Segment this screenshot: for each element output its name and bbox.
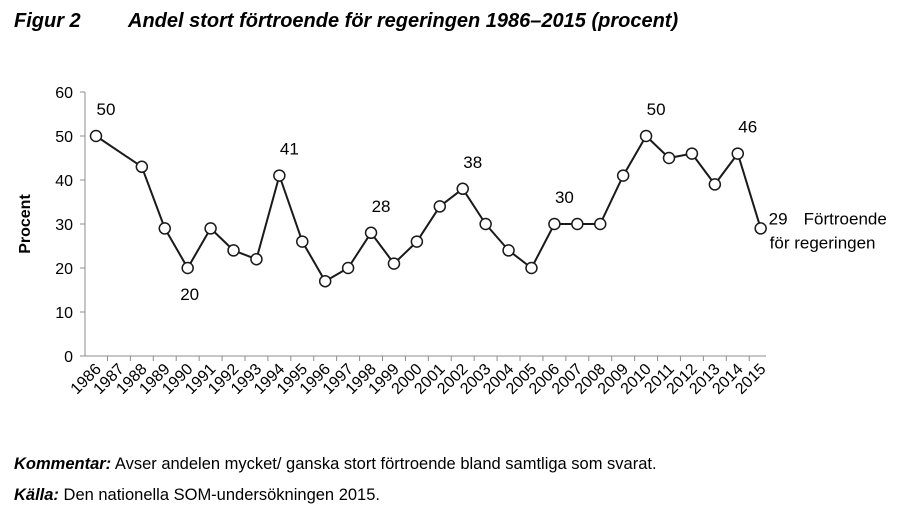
y-tick-label: 30 bbox=[55, 217, 73, 234]
data-point bbox=[318, 274, 332, 288]
data-label: 41 bbox=[280, 140, 299, 159]
data-point bbox=[158, 222, 172, 235]
series-line bbox=[95, 135, 762, 283]
data-point bbox=[479, 217, 492, 231]
data-label-group: 50 20 41 28 38 30 50 46 29 bbox=[97, 100, 788, 304]
data-point bbox=[548, 217, 561, 231]
data-point bbox=[708, 178, 722, 191]
data-label: 50 bbox=[97, 100, 116, 119]
series-name-label: Förtroende bbox=[804, 209, 887, 228]
data-label: 20 bbox=[180, 285, 199, 304]
data-point bbox=[571, 217, 584, 231]
data-point bbox=[273, 169, 286, 182]
data-point bbox=[456, 182, 469, 196]
source-label: Källa: bbox=[14, 486, 59, 504]
data-point bbox=[662, 151, 676, 165]
data-point bbox=[639, 129, 653, 143]
series-name-label: för regeringen bbox=[770, 233, 876, 252]
y-tick-label: 40 bbox=[55, 173, 73, 190]
data-label: 38 bbox=[463, 153, 482, 172]
data-point bbox=[296, 235, 309, 248]
comment-label: Kommentar: bbox=[14, 455, 112, 473]
data-point bbox=[616, 169, 630, 182]
data-point bbox=[135, 160, 149, 174]
data-label: 30 bbox=[555, 188, 574, 207]
y-tick-label: 0 bbox=[64, 349, 73, 366]
y-tick-label: 10 bbox=[55, 305, 73, 322]
data-point bbox=[593, 217, 607, 231]
data-label: 29 bbox=[769, 209, 788, 228]
y-tick-label: 50 bbox=[55, 129, 73, 146]
data-point bbox=[89, 129, 103, 143]
data-label: 50 bbox=[647, 100, 666, 119]
data-label: 28 bbox=[372, 197, 391, 216]
data-label: 46 bbox=[738, 118, 757, 137]
data-point bbox=[754, 222, 767, 235]
data-point bbox=[410, 235, 424, 248]
data-point bbox=[525, 261, 538, 275]
y-tick-label: 20 bbox=[55, 261, 73, 278]
data-point bbox=[731, 147, 745, 160]
data-point bbox=[685, 147, 699, 160]
data-point bbox=[341, 261, 355, 275]
line-chart: Procent 01020304050601986198719881989199… bbox=[17, 85, 887, 398]
y-tick-label: 60 bbox=[55, 85, 73, 102]
data-point bbox=[433, 200, 447, 213]
comment-note: Kommentar: Avser andelen mycket/ ganska … bbox=[14, 455, 657, 474]
figure-title: Figur 2 Andel stort förtroende för regeri… bbox=[14, 10, 678, 33]
data-point bbox=[204, 222, 217, 235]
comment-text: Avser andelen mycket/ ganska stort förtr… bbox=[111, 455, 657, 473]
data-point bbox=[387, 257, 401, 270]
figure-title-text: Andel stort förtroende för regeringen 19… bbox=[128, 10, 679, 32]
data-point bbox=[181, 261, 194, 275]
y-axis-label: Procent bbox=[17, 194, 34, 254]
data-point bbox=[364, 226, 378, 240]
data-point bbox=[227, 244, 240, 257]
source-note: Källa: Den nationella SOM-undersökningen… bbox=[14, 486, 380, 505]
series-line-group: Förtroende för regeringen bbox=[89, 129, 887, 288]
figure-number: Figur 2 bbox=[14, 10, 81, 32]
source-text: Den nationella SOM-undersökningen 2015. bbox=[58, 486, 380, 504]
data-point bbox=[502, 244, 515, 257]
data-point bbox=[250, 252, 263, 266]
